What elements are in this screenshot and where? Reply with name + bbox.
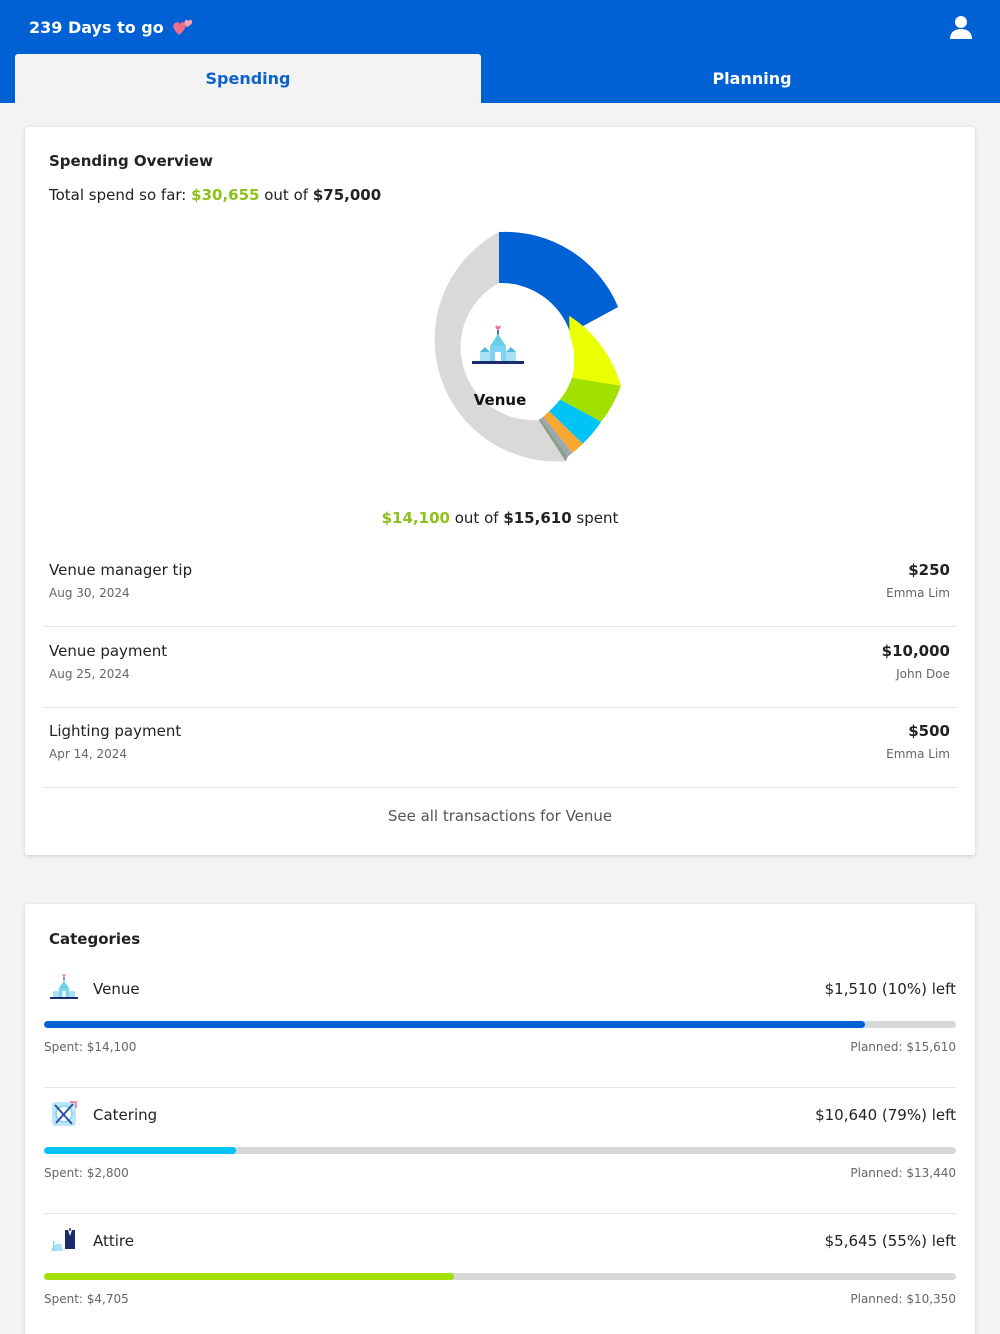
plate-cutlery-icon	[52, 1101, 77, 1126]
category-spent-value: $14,100	[381, 509, 450, 527]
categories-title: Categories	[49, 930, 141, 948]
donut-segment-6[interactable]	[540, 416, 573, 457]
chapel-icon	[50, 974, 78, 999]
category-remaining: $1,510 (10%) left	[824, 980, 956, 998]
category-row-catering[interactable]: Catering $10,640 (79%) left Spent: $2,80…	[44, 1088, 956, 1214]
category-progress-fill	[44, 1021, 865, 1028]
donut-segment-remaining[interactable]	[434, 232, 566, 462]
spending-overview-card: Spending Overview Total spend so far: $3…	[25, 127, 975, 855]
category-spent-line: $14,100 out of $15,610 spent	[25, 509, 975, 527]
transaction-payer: Emma Lim	[886, 747, 950, 761]
total-spent-value: $30,655	[191, 186, 260, 204]
category-remaining: $10,640 (79%) left	[815, 1106, 956, 1124]
transaction-date: Apr 14, 2024	[49, 747, 128, 761]
category-progress-bar	[44, 1273, 956, 1280]
donut-segment-4[interactable]	[549, 399, 602, 444]
category-spent: Spent: $4,705	[44, 1292, 129, 1306]
transaction-name: Venue manager tip	[49, 561, 193, 579]
transaction-amount: $10,000	[881, 642, 950, 660]
transaction-amount: $500	[908, 722, 950, 740]
category-row-attire[interactable]: Attire $5,645 (55%) left Spent: $4,705 P…	[44, 1214, 956, 1334]
transaction-row[interactable]: Lighting payment Apr 14, 2024 $500 Emma …	[44, 707, 956, 788]
category-name: Catering	[93, 1106, 158, 1124]
tuxedo-dress-icon	[51, 1228, 75, 1251]
donut-segment-7[interactable]	[538, 418, 568, 462]
total-budget-value: $75,000	[312, 186, 382, 204]
transaction-row[interactable]: Venue payment Aug 25, 2024 $10,000 John …	[44, 627, 956, 708]
category-remaining: $5,645 (55%) left	[824, 1232, 956, 1250]
top-bar: 239 Days to go Spending Planning	[0, 0, 1000, 103]
chapel-icon	[472, 325, 524, 364]
category-planned: Planned: $13,440	[850, 1166, 956, 1180]
category-name: Venue	[93, 980, 140, 998]
transaction-name: Lighting payment	[49, 722, 182, 740]
total-prefix: Total spend so far:	[49, 186, 187, 204]
category-progress-bar	[44, 1021, 956, 1028]
tab-spending[interactable]: Spending	[15, 54, 481, 103]
category-progress-fill	[44, 1273, 455, 1280]
tab-planning[interactable]: Planning	[712, 69, 792, 88]
category-progress-fill	[44, 1147, 236, 1154]
transaction-date: Aug 30, 2024	[49, 586, 130, 600]
category-row-venue[interactable]: Venue $1,510 (10%) left Spent: $14,100 P…	[44, 962, 956, 1088]
profile-icon[interactable]	[948, 14, 974, 40]
category-planned: Planned: $15,610	[850, 1040, 956, 1054]
total-spend-line: Total spend so far: $30,655 out of $75,0…	[49, 186, 381, 204]
donut-segment-venue[interactable]	[499, 231, 619, 333]
transaction-row[interactable]: Venue manager tip Aug 30, 2024 $250 Emma…	[44, 546, 956, 627]
countdown-label: 239 Days to go	[29, 17, 164, 37]
transaction-amount: $250	[908, 561, 950, 579]
categories-card: Categories Venue $1,510 (10%) left Spent…	[25, 904, 975, 1334]
donut-center-label: Venue	[473, 391, 527, 409]
transaction-payer: Emma Lim	[886, 586, 950, 600]
category-spent: Spent: $2,800	[44, 1166, 129, 1180]
hearts-icon	[172, 19, 192, 35]
category-spent: Spent: $14,100	[44, 1040, 137, 1054]
donut-segment-2[interactable]	[569, 315, 621, 386]
category-progress-bar	[44, 1147, 956, 1154]
countdown: 239 Days to go	[29, 17, 194, 37]
category-planned-value: $15,610	[503, 509, 572, 527]
overview-title: Spending Overview	[49, 152, 213, 170]
category-suffix: spent	[576, 509, 619, 527]
transaction-date: Aug 25, 2024	[49, 667, 130, 681]
spending-donut-chart[interactable]	[376, 231, 626, 491]
category-name: Attire	[93, 1232, 134, 1250]
see-all-transactions-link[interactable]: See all transactions for Venue	[387, 807, 613, 825]
category-mid: out of	[454, 509, 499, 527]
total-mid: out of	[264, 186, 309, 204]
transaction-name: Venue payment	[49, 642, 168, 660]
category-planned: Planned: $10,350	[850, 1292, 956, 1306]
transaction-payer: John Doe	[896, 667, 950, 681]
donut-segment-5[interactable]	[543, 411, 583, 453]
donut-segment-3[interactable]	[560, 377, 621, 422]
